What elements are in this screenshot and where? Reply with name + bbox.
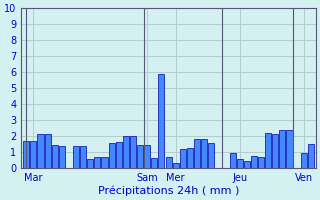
Bar — [180, 149, 186, 168]
Bar — [229, 153, 236, 168]
Bar — [187, 148, 193, 168]
Bar — [279, 130, 285, 168]
Bar — [258, 157, 264, 168]
Bar — [151, 158, 157, 168]
X-axis label: Précipitations 24h ( mm ): Précipitations 24h ( mm ) — [98, 185, 239, 196]
Bar — [244, 161, 250, 168]
Bar — [130, 136, 136, 168]
Bar — [87, 159, 93, 168]
Bar — [173, 163, 179, 168]
Bar — [108, 143, 115, 168]
Bar — [194, 139, 200, 168]
Bar — [144, 145, 150, 168]
Bar — [44, 134, 51, 168]
Bar — [286, 130, 292, 168]
Bar — [52, 145, 58, 168]
Bar — [272, 134, 278, 168]
Bar — [201, 139, 207, 168]
Bar — [208, 143, 214, 168]
Bar — [158, 74, 164, 168]
Bar — [265, 133, 271, 168]
Bar — [237, 159, 243, 168]
Bar — [30, 141, 36, 168]
Bar — [73, 146, 79, 168]
Bar — [116, 142, 122, 168]
Bar — [80, 146, 86, 168]
Bar — [101, 157, 108, 168]
Bar — [137, 145, 143, 168]
Bar — [59, 146, 65, 168]
Bar — [94, 157, 100, 168]
Bar — [123, 136, 129, 168]
Bar — [23, 141, 29, 168]
Bar — [308, 144, 314, 168]
Bar — [251, 156, 257, 168]
Bar — [301, 153, 307, 168]
Bar — [37, 134, 44, 168]
Bar — [165, 157, 172, 168]
